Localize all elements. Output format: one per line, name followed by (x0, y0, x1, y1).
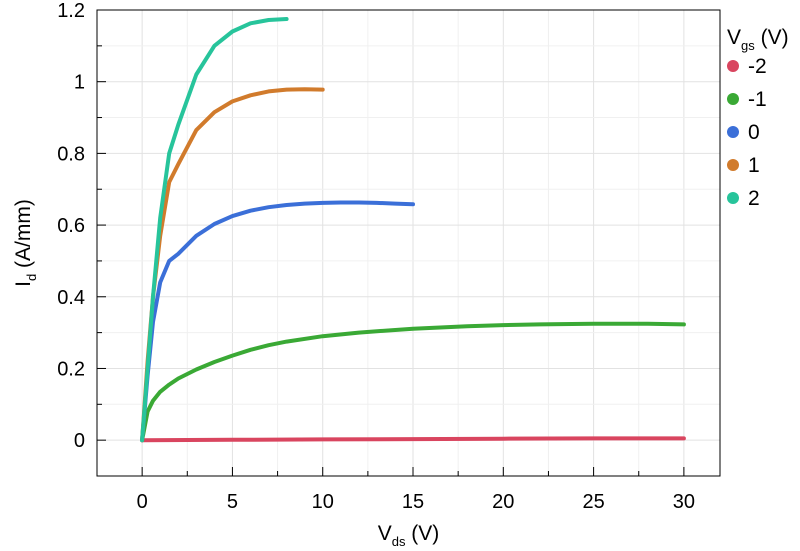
y-tick-label: 0.8 (57, 143, 85, 165)
x-tick-label: 30 (673, 491, 695, 513)
y-tick-label: 0.6 (57, 215, 85, 237)
series-line-0 (140, 200, 415, 443)
legend-marker--2 (727, 60, 739, 72)
ticks: 0 5 10 15 20 25 30 0 0.2 0.4 0.6 0.8 1 1.2 (57, 0, 695, 513)
legend-label--2: -2 (748, 55, 767, 78)
x-tick-label: 5 (227, 491, 238, 513)
x-tick-label: 0 (137, 491, 148, 513)
y-tick-label: 1 (74, 72, 85, 94)
x-tick-label: 20 (492, 491, 514, 513)
legend-marker--1 (727, 93, 739, 105)
axis-labels: Vds (V) Id (A/mm) (12, 199, 439, 549)
x-axis-label: Vds (V) (378, 522, 440, 549)
y-tick-label: 0.2 (57, 358, 85, 380)
legend-label-2: 2 (748, 187, 760, 210)
legend-marker-1 (727, 159, 739, 171)
y-tick-label: 1.2 (57, 0, 85, 22)
legend-marker-2 (727, 192, 739, 204)
y-axis-label: Id (A/mm) (12, 199, 39, 287)
legend-label-1: 1 (748, 154, 760, 177)
series-group (140, 17, 686, 443)
legend-title: Vgs (V) (727, 26, 789, 53)
series-line--2 (140, 436, 686, 443)
x-tick-label: 15 (402, 491, 424, 513)
series-line-2 (140, 17, 289, 443)
y-tick-label: 0.4 (57, 287, 85, 309)
plot-frame (96, 9, 721, 477)
y-tick-label: 0 (74, 430, 85, 452)
series-line--1 (140, 321, 686, 443)
legend: Vgs (V)-2 -1 0 1 2 (727, 26, 789, 210)
x-tick-label: 25 (582, 491, 604, 513)
legend-label-0: 0 (748, 121, 760, 144)
legend-marker-0 (727, 126, 739, 138)
legend-label--1: -1 (748, 88, 767, 111)
x-tick-label: 10 (312, 491, 334, 513)
